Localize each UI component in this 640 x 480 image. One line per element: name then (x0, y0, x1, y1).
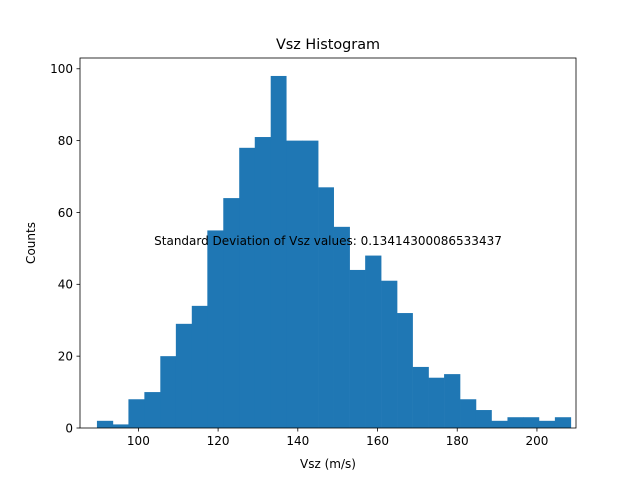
histogram-bar (160, 356, 177, 428)
histogram-bar (507, 417, 524, 428)
histogram-bar (412, 366, 429, 428)
histogram-bar (96, 420, 114, 428)
histogram-bar (223, 198, 240, 428)
chart-title: Vsz Histogram (276, 37, 380, 53)
x-tick-label: 180 (446, 434, 469, 448)
histogram-bar (128, 399, 145, 428)
y-tick-label: 0 (65, 421, 73, 435)
histogram-bar (522, 417, 540, 428)
histogram-bar (318, 187, 334, 428)
y-tick-label: 60 (58, 206, 73, 220)
x-axis-ticks: 100 120 140 160 180 200 (127, 428, 548, 448)
y-axis-label: Counts (24, 222, 38, 264)
histogram-bar (349, 269, 366, 428)
y-tick-label: 80 (58, 134, 73, 148)
y-tick-label: 100 (50, 62, 73, 76)
y-axis-ticks: 0 20 40 60 80 100 (50, 62, 80, 435)
histogram-bar (475, 410, 492, 428)
histogram-bar (428, 377, 445, 428)
histogram-bar (381, 280, 398, 428)
histogram-bar (302, 140, 319, 429)
histogram-bar (286, 140, 303, 429)
histogram-bar (112, 424, 129, 428)
histogram-bar (444, 374, 461, 428)
x-tick-label: 100 (127, 434, 150, 448)
histogram-bar (538, 420, 556, 428)
histogram-bar (254, 137, 272, 429)
histogram-bar (239, 147, 256, 428)
histogram-bar (460, 399, 477, 428)
plot-frame (79, 57, 577, 429)
histogram-bar (207, 230, 224, 428)
y-tick-label: 40 (58, 278, 73, 292)
histogram-bar (365, 255, 382, 428)
histogram-bar (175, 323, 193, 428)
std-dev-annotation: Standard Deviation of Vsz values: 0.1341… (154, 234, 502, 248)
histogram-bar (397, 313, 413, 428)
y-tick-label: 20 (58, 349, 73, 363)
histogram-bar (270, 75, 287, 428)
histogram-bar (333, 226, 350, 428)
histogram-bar (554, 417, 572, 428)
histogram-bar (144, 392, 161, 428)
x-tick-label: 160 (366, 434, 389, 448)
histogram-bar (491, 420, 508, 428)
x-tick-label: 140 (286, 434, 309, 448)
histogram-bar (191, 305, 208, 428)
histogram-bars (96, 75, 572, 429)
x-axis-label: Vsz (m/s) (300, 457, 356, 471)
x-tick-label: 120 (207, 434, 230, 448)
x-tick-label: 200 (525, 434, 548, 448)
